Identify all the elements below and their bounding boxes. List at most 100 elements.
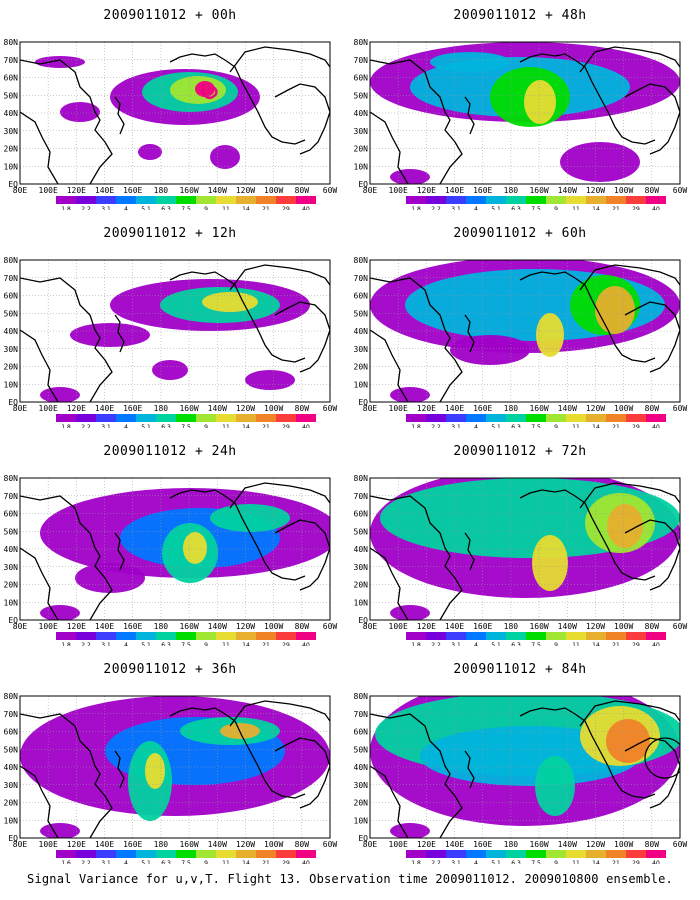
lat-label: 20N	[4, 581, 19, 590]
colorbar-label: 1.8	[61, 642, 71, 646]
lat-label: 10N	[354, 380, 369, 389]
panel-title: 2009011012 + 12h	[103, 226, 237, 241]
lon-label: 80E	[363, 186, 378, 195]
colorbar-swatch	[116, 632, 136, 640]
colorbar-label: 40	[302, 860, 310, 864]
lon-label: 140W	[558, 404, 577, 413]
colorbar-label: 11	[222, 424, 230, 428]
lon-label: 180	[154, 622, 169, 631]
lon-label: 120E	[67, 840, 86, 849]
variance-shading	[390, 605, 430, 620]
panel-title: 2009011012 + 60h	[453, 226, 587, 241]
colorbar-swatch	[56, 850, 76, 858]
colorbar: 1.8 2.2 3.1 4 5.1 6.3 7.5 9 11 14 21 29 40	[406, 850, 666, 864]
map-grid	[370, 42, 680, 184]
lat-label: EQ	[358, 616, 368, 625]
colorbar-label: 14	[242, 424, 250, 428]
colorbar-swatch	[116, 414, 136, 422]
colorbar-label: 1.8	[411, 206, 421, 210]
lon-label: 160W	[179, 622, 198, 631]
colorbar-label: 4	[474, 206, 478, 210]
lat-label: 80N	[354, 256, 369, 265]
colorbar-swatch	[646, 196, 666, 204]
colorbar-label: 14	[242, 860, 250, 864]
lat-label: 20N	[4, 799, 19, 808]
lon-label: 100W	[614, 840, 633, 849]
panel-title: 2009011012 + 24h	[103, 444, 237, 459]
lat-label: 80N	[4, 692, 19, 701]
lon-label: 120E	[417, 840, 436, 849]
lat-label: 10N	[354, 816, 369, 825]
lat-label: 30N	[4, 563, 19, 572]
lat-label: 50N	[4, 309, 19, 318]
lon-label: 100W	[264, 186, 283, 195]
lon-label: 100E	[39, 840, 58, 849]
colorbar-label: 5.1	[491, 642, 501, 646]
colorbar-label: 14	[592, 206, 600, 210]
map-panel-00h: 2009011012 + 00h 80N 70N 60N 50N 40N 30N 20N 10…	[0, 0, 340, 210]
panel-title: 2009011012 + 48h	[453, 8, 587, 23]
lon-label: 120E	[67, 404, 86, 413]
coastlines	[20, 264, 330, 402]
colorbar-swatch	[296, 850, 316, 858]
lon-label: 160E	[473, 404, 492, 413]
colorbar-swatch	[426, 632, 446, 640]
lat-label: EQ	[8, 834, 18, 843]
lon-label: 120W	[586, 622, 605, 631]
lon-label: 160W	[529, 404, 548, 413]
lon-label: 60W	[673, 622, 688, 631]
colorbar-label: 29	[632, 206, 640, 210]
lat-label: 20N	[354, 799, 369, 808]
coastlines	[370, 46, 680, 184]
map-field	[369, 695, 681, 839]
lat-label: 70N	[354, 710, 369, 719]
colorbar: 1.8 2.2 3.1 4 5.1 6.3 7.5 9 11 14 21 29 40	[56, 196, 316, 210]
lat-label: 70N	[4, 492, 19, 501]
lon-label: 140E	[445, 622, 464, 631]
colorbar-label: 1.8	[61, 206, 71, 210]
colorbar: 1.8 2.2 3.1 4 5.1 6.3 7.5 9 11 14 21 29 40	[406, 414, 666, 428]
coastlines	[370, 700, 680, 838]
lon-label: 140E	[445, 186, 464, 195]
lon-label: 160E	[473, 186, 492, 195]
colorbar-label: 6.3	[511, 860, 521, 864]
variance-shading	[40, 823, 80, 838]
lat-label: 60N	[354, 510, 369, 519]
lon-label: 140W	[208, 840, 227, 849]
colorbar-label: 40	[302, 206, 310, 210]
lon-label: 80W	[295, 622, 310, 631]
lon-label: 120E	[67, 622, 86, 631]
colorbar-swatch	[646, 414, 666, 422]
colorbar-swatch	[486, 196, 506, 204]
observation-marker	[644, 737, 680, 779]
colorbar-swatch	[236, 414, 256, 422]
variance-shading	[70, 323, 150, 347]
colorbar-swatch	[546, 414, 566, 422]
colorbar-swatch	[96, 196, 116, 204]
colorbar-swatch	[646, 850, 666, 858]
lat-label: 60N	[354, 74, 369, 83]
colorbar-swatch	[256, 196, 276, 204]
colorbar-swatch	[276, 414, 296, 422]
colorbar-swatch	[446, 850, 466, 858]
colorbar-swatch	[446, 632, 466, 640]
lon-label: 100W	[614, 622, 633, 631]
colorbar-swatch	[586, 850, 606, 858]
map-panel-24h: 2009011012 + 24h 80N 70N 60N 50N 40N 30N 20N 10…	[0, 436, 340, 646]
colorbar-swatch	[196, 850, 216, 858]
colorbar-swatch	[196, 632, 216, 640]
map-field	[19, 41, 331, 185]
colorbar-label: 2.2	[81, 642, 91, 646]
lon-label: 100E	[39, 404, 58, 413]
colorbar-label: 21	[262, 206, 270, 210]
colorbar-label: 6.3	[161, 642, 171, 646]
lat-label: 10N	[4, 598, 19, 607]
lat-label: 20N	[354, 363, 369, 372]
variance-shading	[202, 292, 258, 312]
colorbar-label: 4	[474, 860, 478, 864]
colorbar-swatch	[606, 414, 626, 422]
colorbar-label: 4	[474, 642, 478, 646]
colorbar-label: 9	[554, 206, 558, 210]
